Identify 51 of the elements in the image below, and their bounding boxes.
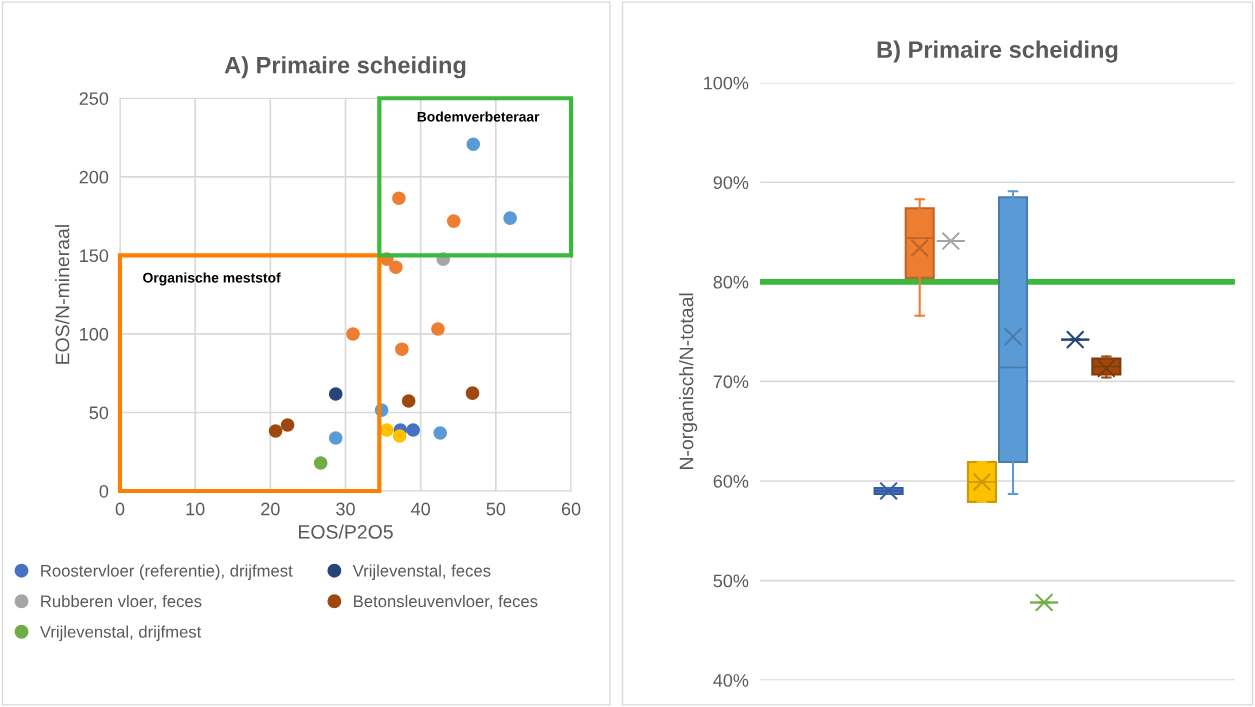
point [431, 322, 445, 336]
y-axis-title: EOS/N-mineraal [55, 225, 70, 364]
point [328, 431, 343, 445]
y-tick-label: 50 [89, 406, 109, 420]
legend-label: Vrijlevenstal, drijfmest [39, 625, 202, 642]
point [328, 387, 343, 401]
point [380, 423, 394, 437]
x-axis-title: EOS/P2O5 [299, 524, 393, 539]
y-tick-label: 100 [80, 327, 109, 341]
y-axis-title: N-organisch/N-totaal [679, 293, 698, 469]
point [280, 418, 295, 432]
legend-label: Betonsleuvenvloer, feces [354, 594, 538, 610]
point [406, 423, 420, 437]
y-tick-label: 0 [99, 484, 109, 498]
annotation: Bodemverbeteraar [417, 111, 540, 122]
point [346, 327, 360, 341]
point [392, 429, 407, 443]
point [433, 426, 447, 440]
y-tick-label: 80% [713, 275, 749, 289]
point [466, 137, 481, 152]
point [465, 386, 480, 400]
y-tick-label: 200 [79, 170, 109, 184]
x-tick-label: 50 [486, 502, 506, 516]
y-tick-label: 70% [713, 375, 749, 389]
y-tick-label: 90% [713, 176, 749, 190]
x-tick-label: 0 [115, 502, 125, 516]
y-tick-label: 50% [713, 574, 749, 588]
y-tick-label: 60% [713, 474, 749, 488]
x-tick-label: 30 [336, 502, 355, 516]
chart-title: B) Primaire scheiding [877, 40, 1118, 63]
point [392, 191, 406, 205]
x-tick-label: 10 [186, 502, 205, 516]
y-tick-label: 40% [713, 674, 749, 687]
legend-label: Roostervloer (referentie), drijfmest [41, 564, 293, 580]
point [401, 394, 416, 408]
y-tick-label: 250 [79, 92, 109, 105]
legend-label: Rubberen vloer, feces [41, 594, 202, 610]
legend-label: Vrijlevenstal, feces [352, 564, 491, 580]
chart-title: A) Primaire scheiding [224, 56, 466, 79]
y-tick-label: 150 [80, 249, 109, 263]
point [395, 342, 409, 356]
point [446, 214, 461, 228]
point [268, 424, 283, 438]
point [503, 211, 517, 225]
x-tick-label: 20 [261, 502, 280, 516]
point [313, 456, 328, 470]
x-tick-label: 60 [561, 502, 581, 516]
y-tick-label: 100% [704, 76, 749, 90]
annotation: Organische meststof [143, 272, 281, 286]
point [389, 260, 403, 274]
x-tick-label: 40 [411, 502, 431, 516]
